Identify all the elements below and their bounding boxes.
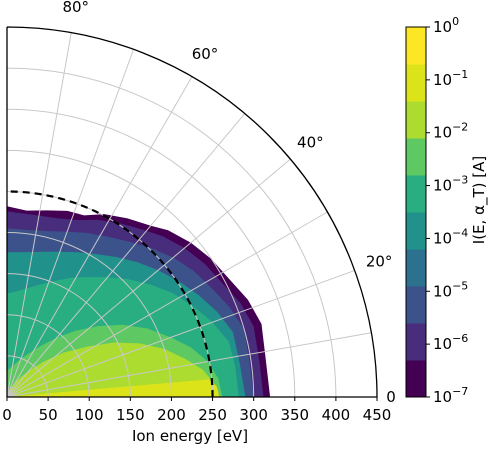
r-tick-label-400: 400 bbox=[322, 406, 351, 424]
r-tick-label-50: 50 bbox=[39, 406, 58, 424]
colorbar-tick-labels: 10−7 10−6 10−5 10−4 10−3 10−2 10−1 100 bbox=[426, 15, 468, 406]
colorbar-frame bbox=[405, 26, 427, 398]
grid-spoke-70 bbox=[6, 49, 135, 398]
grid-arc-200 bbox=[6, 232, 172, 398]
contour-layer bbox=[7, 206, 271, 397]
grid-spoke-50 bbox=[6, 113, 246, 398]
grid-spoke-20 bbox=[6, 269, 355, 398]
grid-arc-350 bbox=[6, 108, 296, 398]
angle-tick-labels: 0 20° 40° 60° 80° bbox=[62, 0, 395, 406]
grid-spoke-10 bbox=[6, 332, 372, 398]
colorbar-band-6 bbox=[406, 138, 426, 176]
theta-tick-label-80: 80° bbox=[62, 0, 89, 16]
colorbar-tick-label-0: 10−7 bbox=[433, 385, 468, 406]
colorbar-bands bbox=[405, 26, 427, 398]
grid-arc-100 bbox=[6, 314, 90, 398]
colorbar-tick-label-4: 10−3 bbox=[433, 174, 468, 195]
colorbar-band-1 bbox=[406, 323, 426, 361]
r-tick-label-450: 450 bbox=[363, 406, 392, 424]
colorbar-band-5 bbox=[406, 175, 426, 213]
r-tick-label-0: 0 bbox=[2, 406, 12, 424]
colorbar-band-7 bbox=[406, 101, 426, 139]
colorbar-band-2 bbox=[406, 286, 426, 324]
theta-tick-label-0: 0 bbox=[386, 388, 396, 406]
polar-grid bbox=[6, 32, 372, 398]
dashed-arc-layer bbox=[6, 190, 214, 398]
r-tick-label-100: 100 bbox=[75, 406, 104, 424]
contour-level-9 bbox=[7, 379, 220, 397]
grid-arc-150 bbox=[6, 273, 131, 398]
r-tick-label-300: 300 bbox=[239, 406, 268, 424]
theta-tick-label-20: 20° bbox=[366, 253, 393, 271]
colorbar-tick-label-3: 10−4 bbox=[433, 226, 468, 247]
theta-tick-label-40: 40° bbox=[297, 133, 324, 151]
grid-spoke-80 bbox=[6, 32, 72, 398]
r-tick-label-250: 250 bbox=[198, 406, 227, 424]
grid-spoke-60 bbox=[6, 76, 193, 398]
polar-outline bbox=[6, 26, 378, 398]
dashed-arc-250 bbox=[6, 190, 214, 398]
grid-arc-400 bbox=[6, 67, 337, 398]
colorbar-band-9 bbox=[406, 27, 426, 65]
theta-tick-label-60: 60° bbox=[192, 45, 219, 63]
r-tick-label-200: 200 bbox=[157, 406, 186, 424]
r-tick-label-150: 150 bbox=[116, 406, 145, 424]
x-axis-label: Ion energy [eV] bbox=[132, 427, 248, 445]
r-tick-label-350: 350 bbox=[280, 406, 309, 424]
colorbar-band-8 bbox=[406, 64, 426, 102]
grid-spoke-40 bbox=[6, 158, 291, 398]
colorbar-tick-label-2: 10−5 bbox=[433, 279, 468, 300]
colorbar-tick-label-7: 100 bbox=[433, 15, 459, 36]
colorbar-tick-label-6: 10−1 bbox=[433, 68, 468, 89]
grid-arc-300 bbox=[6, 149, 255, 398]
colorbar-tick-label-5: 10−2 bbox=[433, 121, 468, 142]
colorbar-band-0 bbox=[406, 360, 426, 398]
colorbar-tick-label-1: 10−6 bbox=[433, 332, 468, 353]
radial-tick-labels: 0 50 100 150 200 250 300 350 400 450 bbox=[2, 397, 391, 424]
colorbar-band-3 bbox=[406, 249, 426, 287]
colorbar-band-4 bbox=[406, 212, 426, 250]
grid-spoke-30 bbox=[6, 211, 328, 398]
colorbar: 10−7 10−6 10−5 10−4 10−3 10−2 10−1 100 I(E, α_T… bbox=[405, 15, 489, 406]
polar-frame bbox=[6, 26, 378, 398]
colorbar-label: I(E, α_T) [A] bbox=[470, 156, 489, 244]
